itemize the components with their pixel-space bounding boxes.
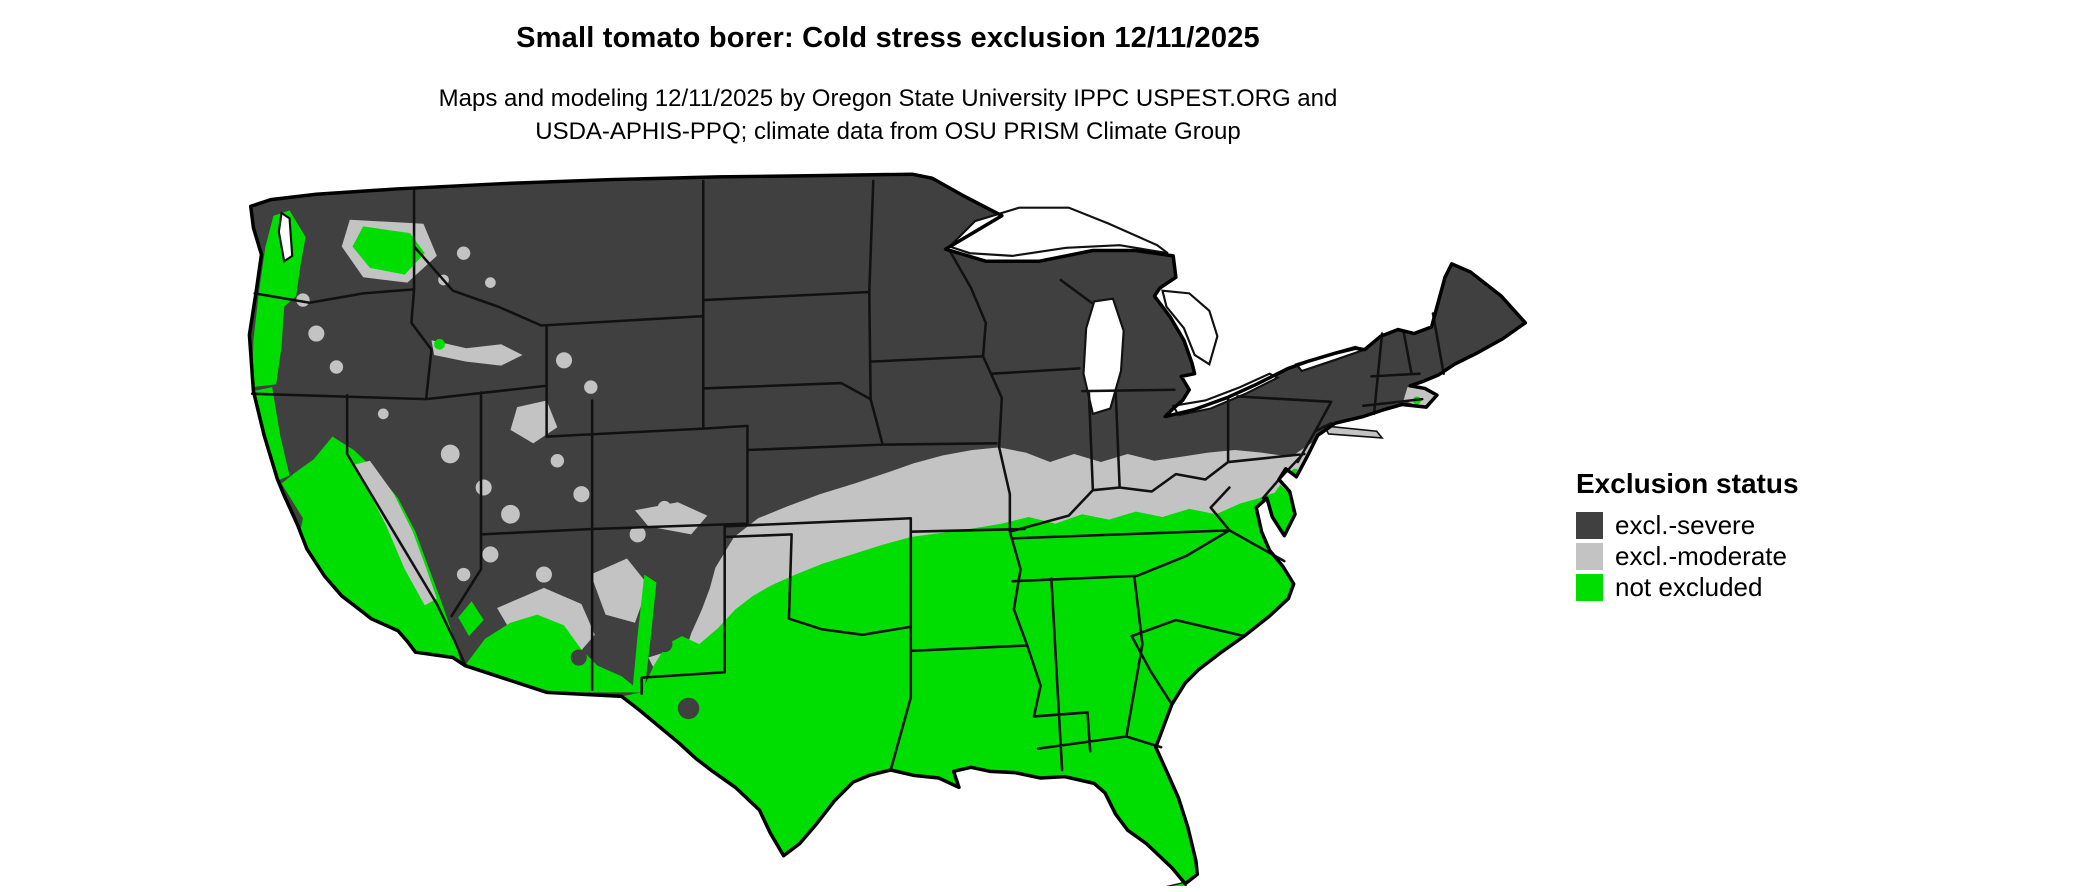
not-excluded-swatch <box>1576 574 1603 601</box>
severe-overlay-patches <box>570 636 700 720</box>
lake-superior <box>947 206 1169 257</box>
columbia-basin-green <box>352 226 425 275</box>
legend-title: Exclusion status <box>1576 468 1799 499</box>
attribution-line-2: USDA-APHIS-PPQ; climate data from OSU PR… <box>535 118 1241 145</box>
map-attribution: Maps and modeling 12/11/2025 by Oregon S… <box>0 82 1776 148</box>
long-island <box>1323 424 1384 439</box>
national-border <box>247 172 1528 886</box>
attribution-line-1: Maps and modeling 12/11/2025 by Oregon S… <box>438 85 1338 112</box>
florida-keys <box>1165 881 1188 886</box>
california-green-region <box>281 436 461 663</box>
map-title: Small tomato borer: Cold stress exclusio… <box>516 22 1260 54</box>
legend-item-severe: excl.-severe <box>1576 512 1799 539</box>
not-excluded-label: not excluded <box>1615 572 1763 602</box>
puget-sound <box>277 211 294 264</box>
legend: Exclusion status excl.-severe excl.-mode… <box>1576 468 1799 605</box>
severe-swatch <box>1576 512 1603 539</box>
conus-choropleth-map <box>247 172 1528 886</box>
severe-label: excl.-severe <box>1615 510 1756 540</box>
moderate-label: excl.-moderate <box>1615 541 1787 571</box>
lake-erie <box>1171 372 1281 417</box>
lake-michigan <box>1082 297 1125 416</box>
moderate-swatch <box>1576 543 1603 570</box>
legend-item-not-excluded: not excluded <box>1576 574 1799 601</box>
lake-huron <box>1161 289 1219 366</box>
southern-arizona-green <box>464 614 642 693</box>
great-lakes <box>277 206 1369 417</box>
state-boundaries <box>250 179 1445 772</box>
legend-item-moderate: excl.-moderate <box>1576 543 1799 570</box>
